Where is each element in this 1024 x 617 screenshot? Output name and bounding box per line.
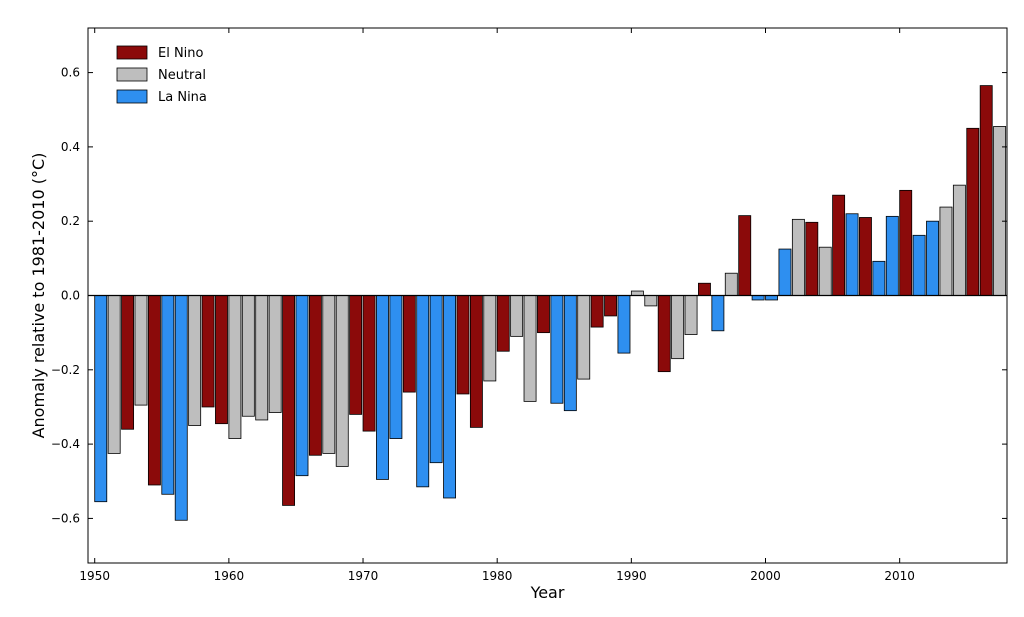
y-tick-label: −0.2: [51, 363, 80, 377]
bar-2015: [966, 127, 980, 296]
bar-1980: [496, 295, 510, 352]
bar-2012: [926, 220, 939, 296]
bar-1981: [510, 295, 524, 337]
bar-1970: [362, 295, 376, 432]
bar-2010: [899, 189, 913, 296]
ticks-layer: 1950 1960 1970 1980 1990 2000 2010 −0.6 −0.4 −0.2…: [51, 28, 1007, 583]
bar-1987: [590, 295, 604, 328]
bar-1993: [671, 295, 685, 360]
bar-1988: [604, 295, 617, 317]
y-tick-label: 0.6: [61, 66, 80, 80]
bar-1977: [456, 295, 470, 395]
y-tick-label: 0.2: [61, 214, 80, 228]
legend-swatch: [116, 89, 148, 104]
bar-1974: [416, 295, 430, 488]
bar-1956: [174, 295, 188, 521]
bar-2014: [952, 184, 966, 296]
bar-1990: [630, 290, 644, 296]
y-tick-label: 0.4: [61, 140, 80, 154]
bar-1959: [215, 295, 228, 425]
x-tick-label: 1980: [482, 569, 513, 583]
legend: El Nino Neutral La Nina: [116, 45, 207, 105]
bar-1957: [188, 295, 202, 426]
legend-swatch: [116, 67, 148, 82]
bar-1992: [657, 295, 671, 373]
bar-1998: [738, 215, 752, 296]
bar-1983: [537, 295, 550, 334]
bar-1997: [724, 272, 738, 296]
bar-2006: [845, 213, 859, 296]
legend-swatch: [116, 45, 148, 60]
x-tick-label: 1970: [348, 569, 379, 583]
bar-2007: [859, 217, 872, 296]
bar-1973: [402, 295, 416, 393]
bar-2009: [885, 215, 899, 296]
legend-label: El Nino: [158, 46, 204, 61]
bar-1975: [429, 295, 443, 464]
bar-1978: [469, 295, 483, 428]
bar-1982: [523, 295, 537, 402]
bar-1972: [389, 295, 403, 439]
bar-2011: [912, 234, 926, 296]
bars-layer: [94, 85, 1007, 521]
bar-1966: [308, 295, 322, 456]
bar-2000: [765, 295, 778, 301]
bar-1953: [134, 295, 148, 406]
bar-1971: [376, 295, 389, 480]
bar-1950: [94, 295, 108, 503]
bar-1976: [443, 295, 456, 499]
bar-2016: [979, 85, 993, 296]
bar-2017: [993, 126, 1007, 296]
y-tick-label: 0.0: [61, 289, 80, 303]
bar-1964: [282, 295, 295, 506]
bar-2003: [805, 221, 819, 296]
bar-2008: [872, 260, 886, 296]
bar-2013: [939, 206, 953, 296]
bar-1986: [577, 295, 591, 380]
bar-1955: [161, 295, 175, 495]
bar-1965: [295, 295, 309, 477]
bar-1952: [121, 295, 135, 430]
bar-2004: [818, 246, 832, 296]
bar-1954: [147, 295, 161, 486]
bar-1999: [751, 295, 765, 301]
bar-2001: [778, 248, 792, 296]
bar-2002: [791, 218, 805, 296]
bar-1994: [684, 295, 698, 335]
bar-1968: [335, 295, 349, 467]
bar-1989: [617, 295, 631, 354]
y-tick-label: −0.4: [51, 437, 80, 451]
bar-1960: [228, 295, 242, 439]
bar-1985: [563, 295, 577, 412]
bar-1984: [550, 295, 564, 404]
bar-1967: [322, 295, 336, 454]
x-tick-label: 2010: [884, 569, 915, 583]
x-tick-label: 1950: [79, 569, 110, 583]
bar-2005: [832, 194, 846, 296]
bar-1962: [255, 295, 269, 421]
x-tick-label: 2000: [750, 569, 781, 583]
x-tick-label: 1960: [214, 569, 245, 583]
y-axis-title: Anomaly relative to 1981-2010 (°C): [29, 153, 48, 439]
bar-1979: [483, 295, 497, 382]
bar-1969: [349, 295, 363, 415]
bar-1996: [711, 295, 725, 332]
bar-1958: [201, 295, 215, 408]
bar-1963: [268, 295, 282, 413]
x-tick-label: 1990: [616, 569, 647, 583]
bar-1961: [241, 295, 255, 417]
bar-1995: [698, 282, 711, 296]
y-tick-label: −0.6: [51, 511, 80, 525]
legend-label: Neutral: [158, 68, 206, 83]
bar-1951: [107, 295, 121, 454]
legend-label: La Nina: [158, 90, 207, 105]
x-axis-title: Year: [530, 583, 565, 602]
bar-1991: [644, 295, 658, 307]
